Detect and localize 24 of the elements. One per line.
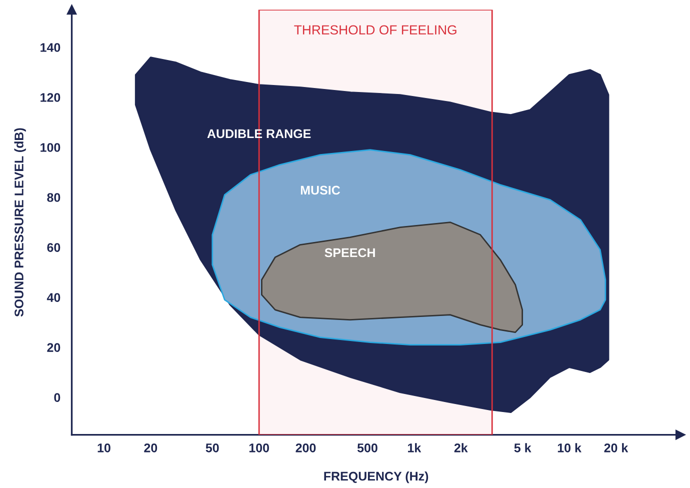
x-axis-title: FREQUENCY (Hz): [324, 471, 428, 484]
series-label: SPEECH: [324, 248, 375, 258]
y-tick-label: 80: [47, 193, 60, 202]
x-tick-label: 5 k: [514, 443, 532, 452]
series-label: MUSIC: [300, 186, 340, 195]
x-tick-label: 1k: [408, 443, 422, 452]
y-tick-label: 120: [40, 93, 60, 102]
y-tick-label: 60: [47, 243, 60, 252]
x-tick-label: 100: [249, 443, 269, 452]
y-axis-title: SOUND PRESSURE LEVEL (dB): [14, 128, 26, 317]
x-tick-label: 50: [206, 443, 219, 452]
x-tick-label: 10: [98, 443, 110, 452]
y-tick-label: 140: [40, 43, 60, 52]
y-tick-label: 40: [46, 293, 60, 302]
y-tick-label: 0: [54, 393, 60, 402]
y-tick-label: 20: [47, 343, 60, 352]
x-tick-label: 500: [357, 443, 378, 452]
x-tick-label: 2k: [454, 443, 468, 452]
x-tick-label: 200: [296, 443, 316, 452]
y-tick-label: 100: [40, 143, 60, 152]
band-label: THRESHOLD OF FEELING: [294, 25, 456, 35]
x-tick-label: 20 k: [604, 443, 628, 452]
x-tick-label: 20: [144, 443, 158, 452]
x-tick-label: 10 k: [558, 443, 582, 452]
